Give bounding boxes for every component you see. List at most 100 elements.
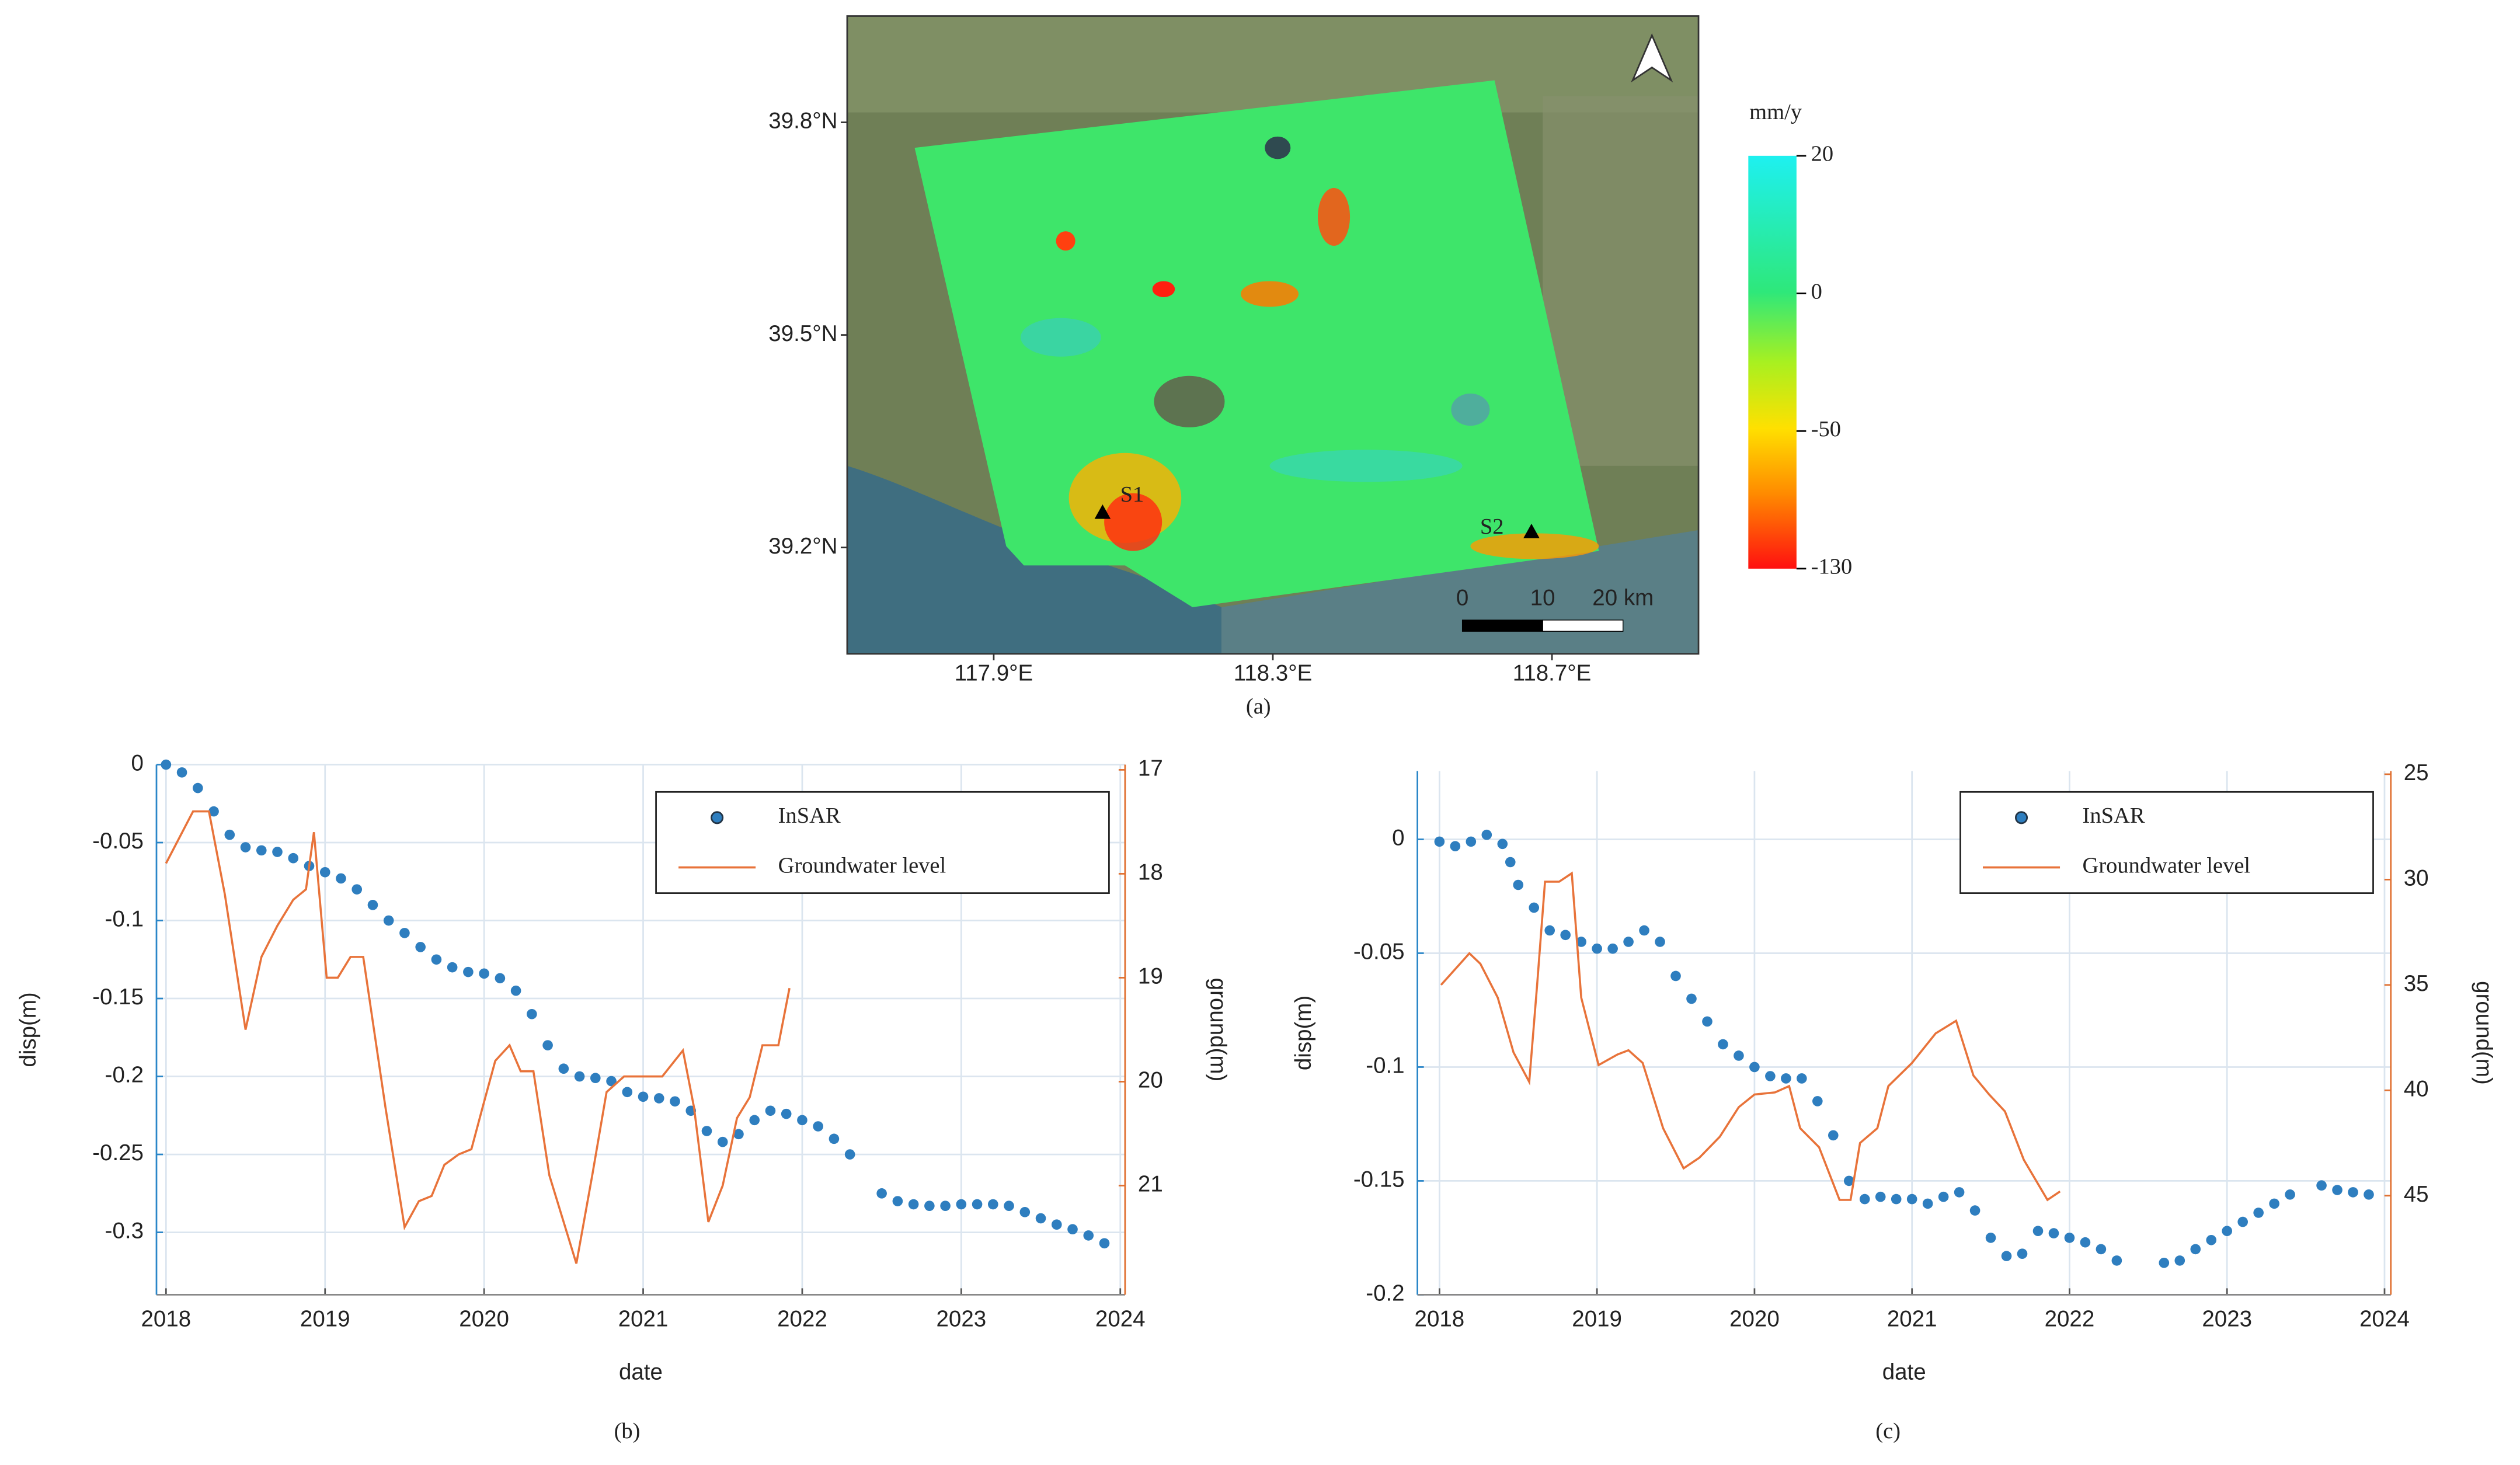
insar-point [1019,1207,1031,1217]
no-data [1154,375,1225,427]
insar-point [240,842,251,852]
scale-bar-label: 0 [1456,585,1468,610]
x-tick-label: 117.9°E [955,661,1033,686]
insar-point [1481,829,1492,840]
legend-label: InSAR [778,803,841,828]
insar-point [829,1133,840,1144]
insar-point [1576,937,1586,947]
uplift-zone [1021,318,1101,357]
insar-point [1592,943,1602,954]
y2-tick-label: 25 [2404,760,2429,785]
insar-point [288,852,299,864]
legend-label: Groundwater level [778,853,946,878]
no-data [1265,136,1291,159]
y-tick-label: 39.2°N [768,534,837,559]
insar-point [574,1071,585,1082]
y-tick-label: -0.15 [92,984,144,1010]
insar-point [1099,1238,1110,1249]
insar-point [2190,1244,2201,1255]
x-tick-label: 2024 [1095,1307,1146,1332]
insar-point [2348,1187,2358,1198]
insar-point [383,915,394,926]
insar-point [749,1115,760,1126]
insar-point [1004,1200,1014,1211]
insar-point [1035,1213,1046,1224]
station-label: S1 [1120,482,1144,507]
insar-point [479,968,489,979]
y-tick-label: 39.5°N [768,321,837,346]
x-axis-label: date [619,1359,663,1384]
insar-point [336,873,346,884]
caption: (b) [614,1419,641,1443]
y-tick-label: -0.05 [1353,939,1405,965]
colorbar-label: mm/y [1749,100,1802,124]
no-data [1451,394,1490,426]
x-axis-label: date [1882,1359,1926,1384]
insar-point [1623,937,1634,947]
insar-point [1686,993,1697,1004]
insar-point [1828,1130,1839,1141]
insar-point [701,1126,712,1136]
insar-point [876,1188,887,1199]
insar-point [2237,1216,2248,1227]
insar-point [1560,930,1571,941]
insar-point [1670,970,1681,982]
insar-point [399,928,410,938]
insar-point [797,1115,807,1126]
insar-point [717,1136,728,1147]
north-arrow [1631,33,1673,83]
insar-point [972,1199,983,1210]
insar-point [256,845,267,856]
insar-point [940,1200,951,1211]
groundwater-line [165,810,791,1264]
insar-point [1891,1193,1902,1205]
y2-tick-label: 18 [1138,860,1163,885]
insar-point [2159,1257,2170,1268]
insar-point [1607,943,1618,954]
insar-point [2064,1233,2075,1243]
y-tick-label: -0.1 [105,907,144,932]
insar-point [1749,1062,1760,1073]
insar-point [447,962,458,973]
x-tick-label: 118.3°E [1234,661,1313,686]
insar-point [1083,1230,1094,1241]
caption: (c) [1875,1419,1901,1443]
insar-point [670,1096,680,1107]
insar-point [495,973,506,984]
insar-point [606,1076,617,1087]
insar-point [2080,1237,2091,1248]
legend-box [1959,791,2374,894]
y-tick-label: 0 [1392,826,1404,851]
insar-point [1466,836,1477,847]
station-marker [1094,504,1111,519]
x-tick-label: 2018 [141,1307,192,1332]
scale-bar-segment [1461,620,1543,632]
insar-point [1434,836,1445,847]
insar-point [1505,857,1516,868]
x-tick-label: 2021 [618,1307,669,1332]
station-label: S2 [1480,514,1504,539]
insar-point [1067,1224,1078,1235]
y2-tick-label: 17 [1138,756,1163,781]
insar-point [1859,1193,1870,1205]
y2-tick-label: 35 [2404,971,2429,996]
insar-point [622,1087,633,1098]
groundwater-line [1440,871,2061,1202]
colorbar [1748,155,1797,569]
insar-point [2253,1208,2264,1218]
insar-point [2174,1255,2185,1266]
y-tick-label: -0.2 [105,1063,144,1088]
insar-point [1954,1187,1965,1198]
insar-point [1969,1205,1981,1216]
insar-point [176,767,187,778]
insar-point [193,782,203,794]
y2-tick-label: 21 [1138,1172,1163,1197]
insar-point [908,1199,919,1210]
x-tick-label: 2019 [1572,1307,1622,1332]
insar-point [224,829,235,840]
x-tick-label: 118.7°E [1513,661,1592,686]
x-tick-label: 2020 [459,1307,509,1332]
insar-point [1843,1175,1854,1186]
insar-point [1812,1096,1823,1106]
colorbar-tick-label: -50 [1811,417,1841,441]
